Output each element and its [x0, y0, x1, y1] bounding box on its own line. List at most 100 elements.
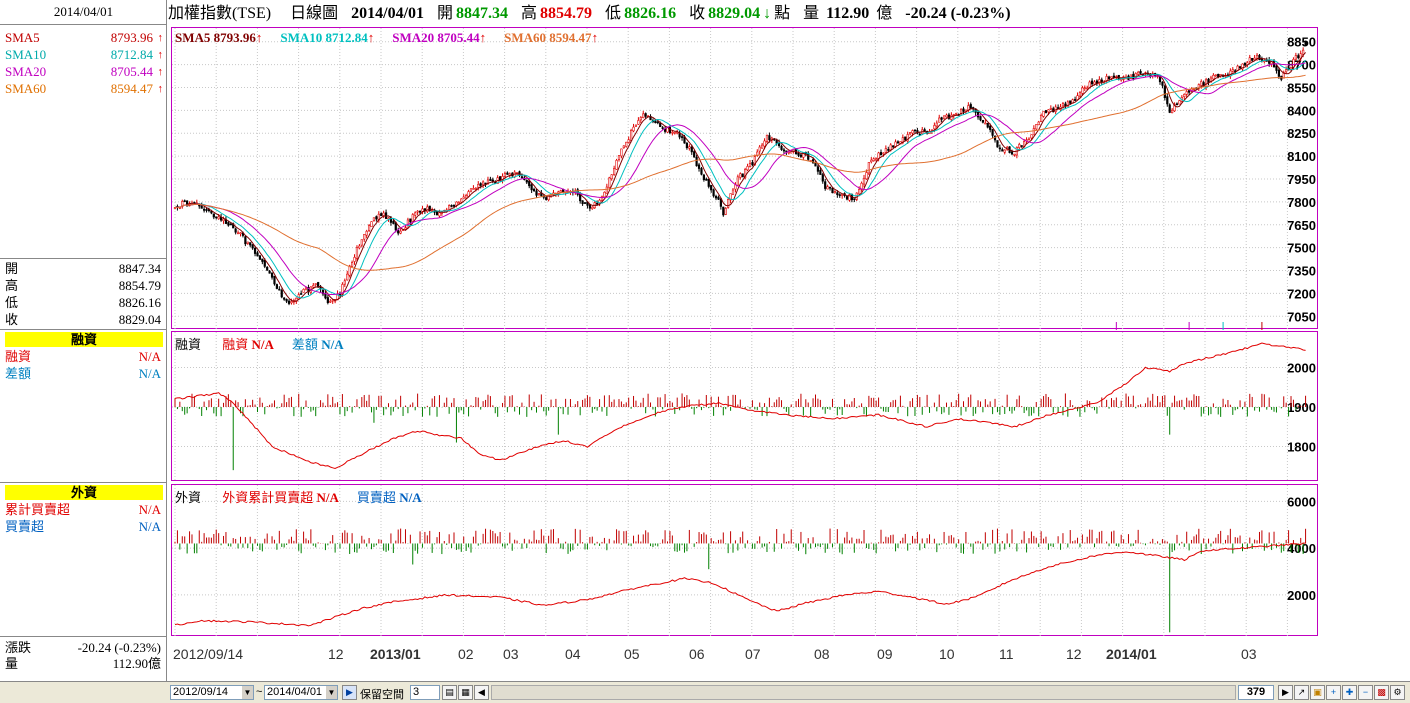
- candle-body: [399, 230, 402, 234]
- crosshair-icon[interactable]: ✚: [1342, 685, 1357, 700]
- x-axis: 2012/09/14 12 2013/01 02 03 04 05 06 07 08 09 10 11 1…: [171, 644, 1318, 666]
- candle-body: [210, 210, 213, 214]
- candle-body: [283, 297, 286, 300]
- candle-body: [181, 201, 184, 207]
- bar-count: 379: [1238, 685, 1274, 700]
- candle-body: [1285, 69, 1288, 73]
- candle-body: [710, 185, 713, 191]
- candle-body: [911, 130, 914, 134]
- calendar-icon[interactable]: ▣: [1310, 685, 1325, 700]
- candle-body: [598, 199, 601, 204]
- candle-body: [780, 146, 783, 150]
- candle-body: [979, 116, 982, 121]
- legend-value: N/A: [395, 490, 422, 505]
- section-row: 買賣超 N/A: [3, 519, 163, 535]
- ohlc-value: 8847.34: [118, 261, 161, 276]
- candle-body: [287, 300, 291, 304]
- candle-body: [460, 198, 463, 203]
- candle-body: [625, 141, 628, 147]
- candle-body: [535, 190, 538, 196]
- candle-body: [787, 151, 790, 154]
- zoom-in-icon[interactable]: +: [1326, 685, 1341, 700]
- y-tick-label: 1800: [1287, 439, 1316, 454]
- dropdown-arrow-icon[interactable]: ▼: [326, 686, 337, 699]
- panel-date: 2014/04/01: [53, 4, 114, 19]
- zoom-out-icon[interactable]: −: [1358, 685, 1373, 700]
- section-row-label: 差額: [5, 366, 32, 381]
- end-date-picker[interactable]: 2014/04/01 ▼: [264, 685, 338, 700]
- sma-label: SMA60: [5, 81, 47, 96]
- candle-body: [1161, 81, 1164, 86]
- candle-body: [261, 258, 264, 262]
- candle-body: [811, 159, 815, 164]
- cumulative-line: [174, 342, 1306, 470]
- candle-body: [1251, 57, 1254, 61]
- candle-body: [707, 179, 710, 187]
- y-tick-label: 6000: [1287, 494, 1316, 509]
- chart-type: 日線圖: [290, 5, 339, 22]
- scroll-left-icon[interactable]: ◀: [474, 685, 489, 700]
- candle-body: [736, 176, 739, 186]
- foreign-panel[interactable]: 2000 4000 6000 外資 外資累計買賣超 N/A 買賣超 N/A: [171, 484, 1319, 637]
- candle-body: [637, 120, 640, 125]
- candle-body: [748, 163, 752, 167]
- candle-body: [1112, 75, 1116, 78]
- start-date-picker[interactable]: 2012/09/14 ▼: [170, 685, 254, 700]
- candle-body: [836, 192, 839, 196]
- candle-body: [559, 190, 562, 193]
- candle-body: [302, 288, 305, 293]
- section-row-value: N/A: [138, 366, 161, 381]
- candle-body: [622, 145, 625, 149]
- grid-icon[interactable]: ▦: [458, 685, 473, 700]
- ohlc-label: 開: [5, 261, 19, 276]
- candle-body: [351, 262, 354, 267]
- up-arrow-icon: ↑: [157, 32, 164, 44]
- trend-icon[interactable]: ↗: [1294, 685, 1309, 700]
- header-change: -20.24 (-0.23%): [905, 5, 1011, 22]
- scroll-right-icon[interactable]: ▶: [1278, 685, 1293, 700]
- candle-body: [365, 230, 368, 236]
- candle-body: [317, 282, 320, 288]
- candle-body: [690, 146, 693, 153]
- candle-body: [200, 205, 203, 209]
- candle-body: [469, 188, 473, 192]
- candle-body: [763, 140, 766, 147]
- price-panel[interactable]: 7050 7200 7350 7500 7650 7800 7950 8100 8250 8400…: [171, 27, 1319, 330]
- margin-chart[interactable]: 1800 1900 2000: [172, 332, 1319, 482]
- candle-body: [872, 158, 875, 162]
- dropdown-arrow-icon[interactable]: ▼: [242, 686, 253, 699]
- up-arrow-icon: ↑: [157, 49, 164, 61]
- candle-body: [739, 173, 742, 178]
- candle-body: [1030, 134, 1033, 139]
- reserve-space-input[interactable]: 3: [410, 685, 440, 700]
- sma-row: SMA20 8705.44 ↑: [3, 64, 163, 80]
- candle-body: [797, 152, 800, 156]
- candle-body: [1093, 81, 1096, 85]
- candle-body: [741, 173, 744, 178]
- candle-body: [661, 127, 664, 129]
- candle-body: [591, 206, 594, 210]
- ohlc-value: 8826.16: [118, 295, 161, 310]
- y-tick-label: 7350: [1287, 264, 1316, 279]
- sma20-line: [174, 62, 1306, 295]
- x-tick-label: 02: [458, 646, 474, 662]
- margin-panel[interactable]: 1800 1900 2000 融資 融資 N/A 差額 N/A: [171, 331, 1319, 482]
- x-tick-label: 06: [689, 646, 705, 662]
- candle-body: [865, 172, 868, 180]
- index-title: 加權指數(TSE): [168, 5, 272, 22]
- apply-icon[interactable]: ▶: [342, 685, 357, 700]
- ohlc-label: 收: [5, 312, 19, 327]
- foreign-chart[interactable]: 2000 4000 6000: [172, 485, 1319, 637]
- legend-value: N/A: [317, 337, 344, 352]
- zoom-fit-icon[interactable]: ▤: [442, 685, 457, 700]
- candle-body: [1064, 103, 1067, 107]
- price-chart[interactable]: 7050 7200 7350 7500 7650 7800 7950 8100 8250 8400…: [172, 28, 1319, 330]
- candle-body: [1258, 55, 1261, 61]
- candle-body: [229, 223, 232, 226]
- ohlc-row: 收 8829.04: [3, 312, 163, 328]
- candle-body: [775, 140, 778, 144]
- horizontal-scrollbar[interactable]: [491, 685, 1236, 700]
- y-tick-label: 7050: [1287, 309, 1316, 324]
- bar-chart-icon[interactable]: ▩: [1374, 685, 1389, 700]
- settings-icon[interactable]: ⚙: [1390, 685, 1405, 700]
